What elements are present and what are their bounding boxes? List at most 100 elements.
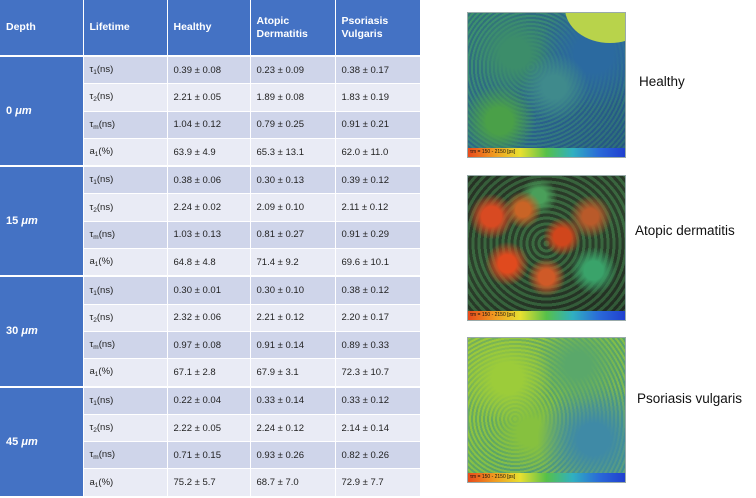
parameter-symbol: τ (89, 228, 94, 240)
table-row: 15 μm τ1(ns) 0.38 ± 0.06 0.30 ± 0.13 0.39 ± … (0, 166, 421, 278)
atopic-dermatitis-value-cell: 0.23 ± 0.09 (250, 56, 336, 85)
atopic-dermatitis-value-cell: 67.9 ± 3.1 (250, 358, 336, 388)
healthy-value-cell: 0.39 ± 0.08 (167, 56, 251, 85)
lifetime-parameter-cell: τ1(ns) (83, 56, 168, 85)
table-row: 30 μm τ 1 (ns) 0.30 ± 0.01 0.30 ± 0.10 0.38 ± … (0, 276, 421, 388)
atopic-dermatitis-value-cell: 71.4 ± 9.2 (250, 248, 336, 278)
depth-cell: 15 μm (0, 166, 84, 278)
depth-unit: μm (21, 215, 38, 228)
healthy-value-cell: 2.21 ± 0.05 (167, 83, 251, 112)
parameter-symbol: τ (89, 91, 94, 103)
parameter-symbol: a (89, 146, 95, 158)
depth-value: 30 (6, 325, 19, 338)
colorbar-label: τm = 150 - 2150 [ps] (470, 474, 516, 480)
parameter-symbol: a (89, 476, 95, 488)
parameter-unit: (ns) (96, 64, 114, 76)
parameter-unit: (ns) (96, 311, 114, 323)
psoriasis-vulgaris-value-cell: 0.91 ± 0.21 (335, 111, 421, 139)
parameter-unit: (ns) (98, 449, 116, 461)
healthy-value-cell: 2.22 ± 0.05 (167, 414, 251, 443)
lifetime-parameter-cell: τm(ns) (83, 331, 168, 360)
parameter-unit: (%) (98, 476, 114, 488)
healthy-value-cell: 0.22 ± 0.04 (167, 386, 251, 415)
lifetime-parameter-cell: τm(ns) (83, 221, 168, 250)
parameter-symbol: τ (89, 118, 94, 130)
psoriasis-vulgaris-value-cell: 2.11 ± 0.12 (335, 193, 421, 222)
parameter-symbol: a (89, 256, 95, 268)
parameter-symbol: τ (89, 394, 94, 406)
header-lifetime: Lifetime (83, 0, 168, 57)
parameter-unit: (ns) (96, 394, 114, 406)
parameter-symbol: τ (89, 449, 94, 461)
atopic-dermatitis-tissue-texture (468, 176, 625, 311)
parameter-subscript: m (93, 123, 99, 131)
parameter-symbol: τ (89, 339, 94, 351)
lifetime-parameter-cell: τ1(ns) (83, 166, 168, 195)
depth-value: 45 (6, 435, 19, 448)
atopic-dermatitis-value-cell: 0.93 ± 0.26 (250, 441, 336, 470)
psoriasis-vulgaris-value-cell: 0.89 ± 0.33 (335, 331, 421, 360)
psoriasis-vulgaris-value-cell: 0.39 ± 0.12 (335, 166, 421, 195)
parameter-subscript: 1 (94, 371, 99, 379)
table-row: a1(%) 67.1 ± 2.8 67.9 ± 3.1 72.3 ± 10.7 (0, 358, 421, 388)
parameter-symbol: τ (89, 201, 94, 213)
colorbar: τm = 150 - 2150 [ps] (468, 473, 625, 482)
parameter-subscript: 1 (94, 261, 99, 269)
psoriasis-vulgaris-value-cell: 0.38 ± 0.12 (335, 276, 421, 305)
table-row: τm(ns) 1.04 ± 0.12 0.79 ± 0.25 0.91 ± 0.21 (0, 111, 421, 139)
atopic-dermatitis-flim-image: τm = 150 - 2150 [ps] (467, 175, 626, 321)
atopic-dermatitis-value-cell: 0.30 ± 0.10 (250, 276, 336, 305)
atopic-dermatitis-value-cell: 0.30 ± 0.13 (250, 166, 336, 195)
parameter-symbol: a (89, 366, 95, 378)
table-header-row: Depth Lifetime Healthy Atopic Dermatitis… (0, 0, 421, 57)
lifetime-parameter-cell: τ2(ns) (83, 193, 168, 222)
parameter-unit: (ns) (98, 228, 116, 240)
psoriasis-vulgaris-value-cell: 72.3 ± 10.7 (335, 358, 421, 388)
header-atopic-dermatitis: Atopic Dermatitis (250, 0, 336, 57)
depth-cell: 30 μm (0, 276, 84, 388)
parameter-subscript: m (93, 233, 99, 241)
healthy-value-cell: 0.38 ± 0.06 (167, 166, 251, 195)
colorbar: τm = 150 - 2150 [ps] (468, 311, 625, 320)
healthy-value-cell: 0.71 ± 0.15 (167, 441, 251, 470)
healthy-value-cell: 0.30 ± 0.01 (167, 276, 251, 305)
atopic-dermatitis-value-cell: 0.81 ± 0.27 (250, 221, 336, 250)
psoriasis-vulgaris-value-cell: 2.20 ± 0.17 (335, 304, 421, 332)
atopic-dermatitis-value-cell: 0.79 ± 0.25 (250, 111, 336, 139)
healthy-value-cell: 75.2 ± 5.7 (167, 468, 251, 498)
parameter-unit: (%) (98, 366, 114, 378)
parameter-subscript: 2 (93, 427, 97, 434)
atopic-dermatitis-value-cell: 65.3 ± 13.1 (250, 138, 336, 168)
parameter-symbol: τ (89, 284, 94, 296)
table-row: τm(ns) 1.03 ± 0.13 0.81 ± 0.27 0.91 ± 0.29 (0, 221, 421, 250)
lifetime-parameter-cell: a1(%) (83, 138, 168, 168)
lifetime-parameter-cell: τ2(ns) (83, 83, 168, 112)
psoriasis-vulgaris-flim-image: τm = 150 - 2150 [ps] (467, 337, 626, 483)
depth-cell: 0 μm (0, 56, 84, 168)
atopic-dermatitis-value-cell: 0.33 ± 0.14 (250, 386, 336, 415)
lifetime-parameter-cell: τ2(ns) (83, 304, 168, 332)
parameter-unit: (ns) (96, 284, 114, 296)
healthy-value-cell: 2.32 ± 0.06 (167, 304, 251, 332)
parameter-symbol: τ (89, 311, 94, 323)
parameter-unit: (ns) (98, 339, 116, 351)
label-atopic-dermatitis: Atopic dermatitis (635, 223, 735, 238)
parameter-symbol: τ (89, 422, 94, 433)
lifetime-parameter-cell: τ1(ns) (83, 386, 168, 415)
parameter-subscript: 1 (94, 481, 99, 489)
healthy-value-cell: 1.04 ± 0.12 (167, 111, 251, 139)
parameter-subscript: 2 (93, 96, 97, 104)
depth-unit: μm (15, 105, 32, 118)
depth-unit: μm (21, 325, 38, 338)
table-row: τ2(ns) 2.21 ± 0.05 1.89 ± 0.08 1.83 ± 0.19 (0, 83, 421, 112)
parameter-unit: (%) (98, 256, 114, 268)
lifetime-parameter-cell: a1(%) (83, 468, 168, 498)
healthy-value-cell: 63.9 ± 4.9 (167, 138, 251, 168)
psoriasis-vulgaris-value-cell: 69.6 ± 10.1 (335, 248, 421, 278)
colorbar: τm = 150 - 2150 [ps] (468, 148, 625, 157)
flim-parameters-table: Depth Lifetime Healthy Atopic Dermatitis… (0, 0, 421, 498)
atopic-dermatitis-value-cell: 2.21 ± 0.12 (250, 304, 336, 332)
psoriasis-vulgaris-value-cell: 0.38 ± 0.17 (335, 56, 421, 85)
table-row: 0 μm τ1(ns) 0.39 ± 0.08 0.23 ± 0.09 0.38 ± 0… (0, 56, 421, 168)
parameter-subscript: 1 (93, 399, 97, 407)
